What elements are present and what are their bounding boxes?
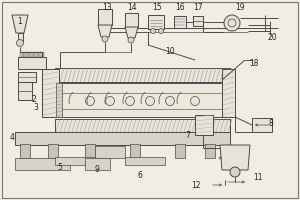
Bar <box>85 144 95 158</box>
Bar <box>25 52 27 57</box>
Polygon shape <box>98 25 112 37</box>
Text: 12: 12 <box>191 182 201 190</box>
Text: 4: 4 <box>10 134 14 142</box>
Circle shape <box>106 97 115 106</box>
Bar <box>28 52 29 57</box>
Text: 11: 11 <box>253 173 263 182</box>
Text: 13: 13 <box>102 2 112 11</box>
Text: 2: 2 <box>32 96 36 104</box>
Circle shape <box>16 40 23 46</box>
Bar <box>17 33 22 41</box>
Text: 10: 10 <box>165 47 175 56</box>
Bar <box>252 118 272 132</box>
Text: 17: 17 <box>193 2 203 11</box>
Bar <box>18 82 32 100</box>
Polygon shape <box>12 15 28 33</box>
Circle shape <box>102 36 108 42</box>
Circle shape <box>230 167 240 177</box>
Polygon shape <box>220 145 250 170</box>
Bar <box>18 57 46 69</box>
Text: 14: 14 <box>127 2 137 11</box>
Text: 5: 5 <box>58 164 62 172</box>
Bar <box>193 16 203 26</box>
Bar <box>55 68 230 82</box>
Bar <box>43 52 44 57</box>
Circle shape <box>190 97 200 106</box>
Bar <box>55 119 230 132</box>
Bar <box>148 15 164 29</box>
Bar <box>205 144 215 158</box>
Text: 9: 9 <box>94 166 99 174</box>
Bar <box>38 52 39 57</box>
Bar <box>98 9 112 25</box>
Bar <box>22 52 24 57</box>
Circle shape <box>158 28 164 33</box>
Polygon shape <box>125 27 138 38</box>
Text: 8: 8 <box>268 118 273 128</box>
Bar <box>85 158 110 170</box>
Bar <box>30 52 32 57</box>
Text: 16: 16 <box>175 2 185 11</box>
Bar <box>42 69 59 117</box>
Circle shape <box>166 97 175 106</box>
Bar <box>35 52 37 57</box>
Bar <box>175 144 185 158</box>
Circle shape <box>125 97 134 106</box>
Circle shape <box>151 28 155 33</box>
Bar <box>125 157 165 165</box>
Circle shape <box>224 15 240 31</box>
Bar <box>56 83 62 117</box>
Bar <box>60 83 223 117</box>
Circle shape <box>146 97 154 106</box>
Bar <box>195 115 213 135</box>
Bar <box>15 132 230 145</box>
Bar <box>20 52 22 57</box>
Bar <box>174 16 186 28</box>
Bar <box>15 158 70 170</box>
Circle shape <box>128 37 134 43</box>
Bar <box>18 72 36 82</box>
Bar <box>40 52 42 57</box>
Text: 20: 20 <box>267 33 277 43</box>
Circle shape <box>85 97 94 106</box>
Text: 18: 18 <box>249 60 259 68</box>
Bar <box>32 52 34 57</box>
Text: 6: 6 <box>138 171 142 180</box>
Text: 15: 15 <box>152 2 162 11</box>
Text: 19: 19 <box>235 2 245 11</box>
Bar <box>48 144 58 158</box>
Text: 1: 1 <box>18 18 22 26</box>
Bar <box>95 146 125 158</box>
Text: 7: 7 <box>186 132 190 140</box>
Bar <box>55 157 95 165</box>
Text: 3: 3 <box>34 104 38 112</box>
Bar <box>125 13 138 27</box>
Bar <box>20 144 30 158</box>
Bar <box>130 144 140 158</box>
Bar <box>222 69 235 117</box>
